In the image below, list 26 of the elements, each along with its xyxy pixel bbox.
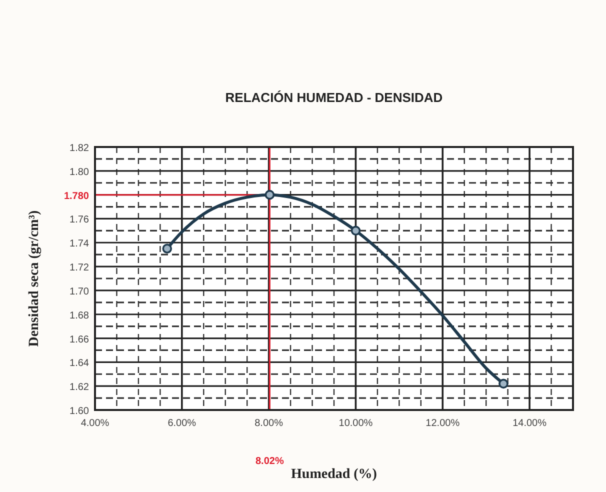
x-tick-label: 14.00%	[512, 418, 547, 429]
y-tick-label: 1.68	[70, 310, 90, 322]
y-tick-label: 1.70	[70, 286, 90, 298]
y-axis-title: Densidad seca (gr/cm³)	[27, 210, 42, 347]
x-tick-label: 10.00%	[338, 418, 373, 429]
y-tick-label: 1.74	[70, 238, 90, 250]
x-axis-title: Humedad (%)	[291, 467, 378, 482]
y-tick-label: 1.62	[70, 382, 90, 394]
y-tick-label: 1.82	[70, 143, 90, 154]
x-tick-label: 6.00%	[168, 418, 196, 429]
x-tick-label: 4.00%	[80, 418, 110, 429]
y-tick-label: 1.66	[70, 334, 90, 346]
y-tick-label: 1.80	[70, 166, 90, 178]
y-tick-label: 1.64	[70, 358, 90, 370]
x-tick-label: 8.00%	[254, 418, 284, 429]
y-tick-label: 1.60	[70, 406, 90, 417]
point	[350, 226, 361, 236]
x-tick-label: 12.00%	[426, 418, 460, 429]
point	[498, 378, 508, 389]
ref-line-label: 8.02%	[256, 456, 284, 467]
y-tick-label: 1.72	[70, 262, 90, 274]
y-tick-label: 1.76	[70, 214, 90, 226]
chart-title: RELACIÓN HUMEDAD - DENSIDAD	[225, 90, 443, 105]
ref-line-label: 1.780	[64, 190, 90, 202]
point	[162, 244, 172, 254]
point	[264, 190, 275, 200]
